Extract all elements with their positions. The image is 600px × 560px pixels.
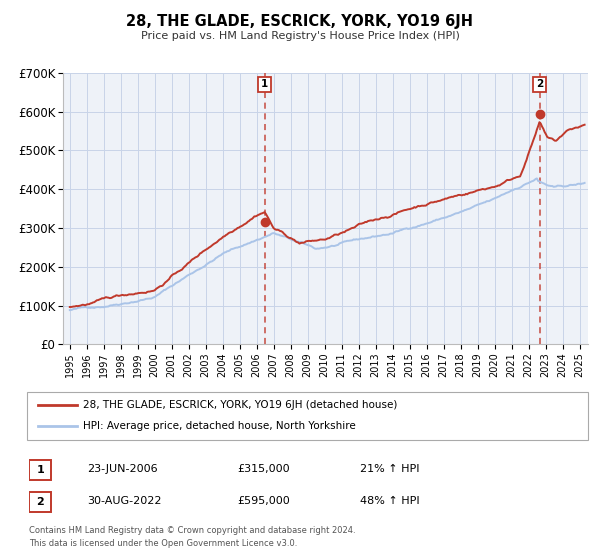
Text: HPI: Average price, detached house, North Yorkshire: HPI: Average price, detached house, Nort…: [83, 421, 356, 431]
FancyBboxPatch shape: [27, 392, 588, 440]
Text: 28, THE GLADE, ESCRICK, YORK, YO19 6JH: 28, THE GLADE, ESCRICK, YORK, YO19 6JH: [127, 14, 473, 29]
Text: 1: 1: [37, 465, 44, 475]
Text: Price paid vs. HM Land Registry's House Price Index (HPI): Price paid vs. HM Land Registry's House …: [140, 31, 460, 41]
Text: 23-JUN-2006: 23-JUN-2006: [87, 464, 158, 474]
Text: This data is licensed under the Open Government Licence v3.0.: This data is licensed under the Open Gov…: [29, 539, 297, 548]
Text: 21% ↑ HPI: 21% ↑ HPI: [360, 464, 419, 474]
FancyBboxPatch shape: [29, 492, 51, 512]
Text: 2: 2: [536, 80, 544, 90]
Text: £315,000: £315,000: [237, 464, 290, 474]
Text: Contains HM Land Registry data © Crown copyright and database right 2024.: Contains HM Land Registry data © Crown c…: [29, 526, 355, 535]
Text: 30-AUG-2022: 30-AUG-2022: [87, 496, 161, 506]
Text: 2: 2: [37, 497, 44, 507]
Text: 28, THE GLADE, ESCRICK, YORK, YO19 6JH (detached house): 28, THE GLADE, ESCRICK, YORK, YO19 6JH (…: [83, 400, 397, 410]
Text: 1: 1: [261, 80, 268, 90]
FancyBboxPatch shape: [29, 460, 51, 480]
Text: £595,000: £595,000: [237, 496, 290, 506]
Text: 48% ↑ HPI: 48% ↑ HPI: [360, 496, 419, 506]
